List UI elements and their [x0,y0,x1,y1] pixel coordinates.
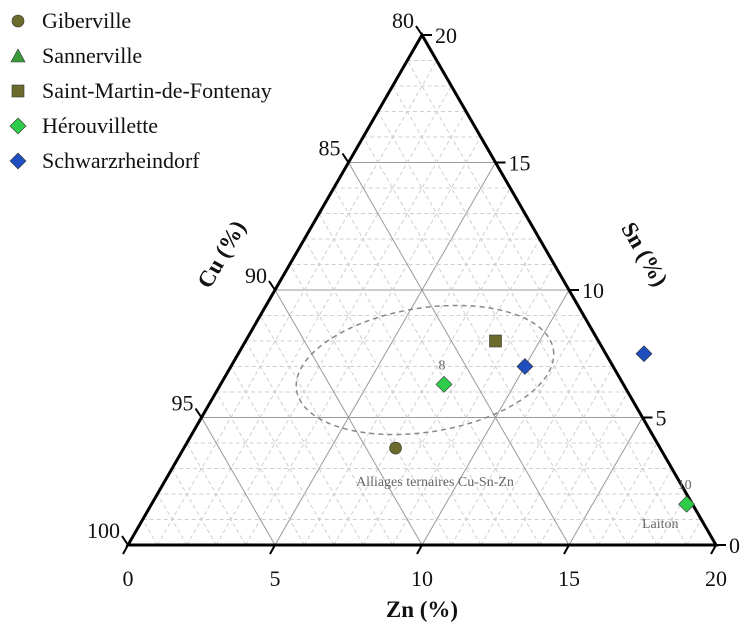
tick-label-cu: 90 [245,263,267,288]
tick-cu [196,409,202,418]
grid-line-zn [157,61,436,546]
legend-marker [11,49,25,62]
point-label: 10 [678,478,692,493]
tick-label-zn: 5 [270,566,281,591]
grid-line-cu [231,367,334,546]
data-point [390,442,402,454]
legend-marker [10,118,26,134]
tick-label-sn: 5 [656,406,667,431]
tick-label-cu: 80 [392,8,414,33]
tick-label-sn: 10 [582,278,604,303]
tick-cu [416,26,422,35]
data-point [636,346,652,362]
grid-layer [143,61,702,546]
grid-line-zn [628,469,672,546]
grid-line-cu [202,418,276,546]
tick-cu [269,281,275,290]
tick-label-cu: 100 [87,518,120,543]
grid-line-zn [510,367,613,546]
data-point [679,496,695,512]
grid-line-cu [143,520,158,546]
tick-cu [122,536,128,545]
data-point [436,376,452,392]
grid-line-zn [451,316,583,546]
tick-label-cu: 95 [172,391,194,416]
data-point [517,359,533,375]
annotation-ternary: Alliages ternaires Cu-Sn-Zn [356,475,514,490]
legend: Giberville Sannerville Saint-Martin-de-Fon… [10,8,272,173]
axis-label-sn: Sn (%) [616,218,672,291]
grid-line-zn [334,214,525,546]
grid-line-zn [687,520,702,546]
tick-cu [343,154,349,163]
legend-marker [12,15,24,27]
legend-label: Hérouvillette [42,113,158,138]
tick-label-sn: 0 [729,533,740,558]
legend-marker [10,153,26,169]
tick-label-zn: 10 [411,566,433,591]
point-label: 8 [439,358,446,373]
tick-label-zn: 0 [123,566,134,591]
grid-line-cu [407,61,686,546]
tick-label-sn: 20 [435,23,457,48]
legend-label: Sannerville [42,43,142,68]
tick-label-sn: 15 [509,151,531,176]
tick-label-zn: 15 [558,566,580,591]
legend-marker [12,85,24,97]
grid-line-cu [319,214,510,546]
legend-label: Schwarzrheindorf [42,148,200,173]
grid-line-zn [569,418,643,546]
legend-label: Saint-Martin-de-Fontenay [42,78,272,103]
data-point [490,335,502,347]
axis-label-cu: Cu (%) [192,216,250,292]
legend-label: Giberville [42,8,131,33]
tick-label-cu: 85 [319,136,341,161]
grid-line-cu [172,469,216,546]
annotation-laiton: Laiton [642,517,679,532]
grid-line-cu [260,316,392,546]
tick-label-zn: 20 [705,566,727,591]
axis-label-zn: Zn (%) [386,597,458,622]
